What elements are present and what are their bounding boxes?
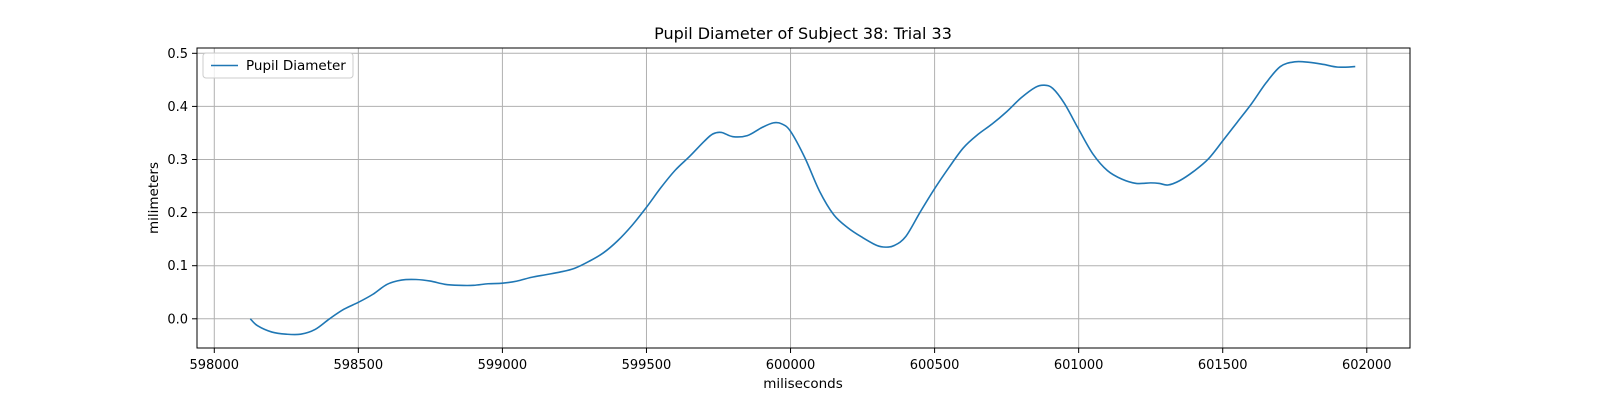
y-tick-label: 0.5	[167, 47, 188, 62]
y-tick-label: 0.1	[167, 259, 188, 274]
legend-box	[202, 52, 354, 79]
x-tick-label: 599000	[478, 358, 528, 373]
y-tick-label: 0.2	[167, 206, 188, 221]
legend: Pupil Diameter	[202, 52, 354, 79]
y-tick-label: 0.0	[167, 312, 188, 327]
y-tick-label: 0.4	[167, 100, 188, 115]
x-axis-label: miliseconds	[763, 376, 843, 392]
x-tick-label: 602000	[1342, 358, 1392, 373]
x-tick-label: 598000	[189, 358, 239, 373]
legend-label-pupil-diameter: Pupil Diameter	[246, 58, 346, 74]
x-tick-label: 601000	[1054, 358, 1104, 373]
x-tick-label: 598500	[334, 358, 384, 373]
series-line-pupil-diameter	[249, 60, 1356, 336]
x-tick-label: 599500	[622, 358, 672, 373]
x-tick-label: 600500	[910, 358, 960, 373]
plot-area-frame	[196, 47, 1411, 349]
x-tick-label: 601500	[1198, 358, 1248, 373]
y-tick-label: 0.3	[167, 153, 188, 168]
grid-lines	[197, 48, 1410, 348]
axis-ticks: 598000 598500 599000 599500 600000 600500 6010…	[167, 47, 1391, 373]
series-layer	[249, 60, 1356, 336]
chart-title: Pupil Diameter of Subject 38: Trial 33	[654, 24, 952, 43]
y-axis-label: milimeters	[146, 162, 162, 234]
x-tick-label: 600000	[766, 358, 816, 373]
